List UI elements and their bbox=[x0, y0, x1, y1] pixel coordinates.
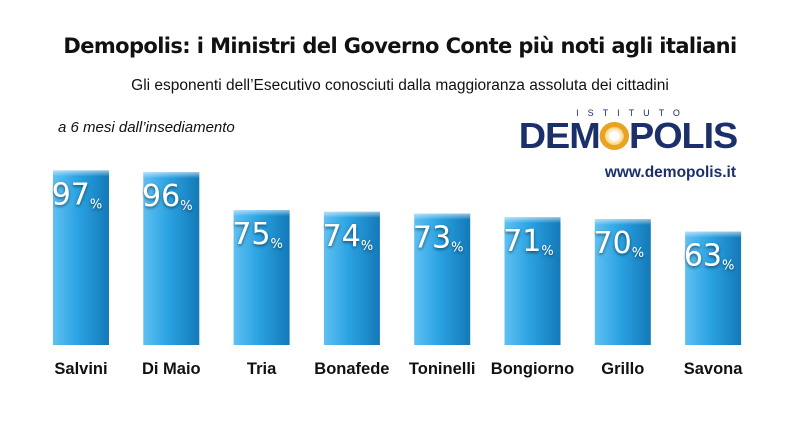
category-label: Bongiorno bbox=[491, 360, 574, 378]
demopolis-logo: ISTITUTO DEM POLIS bbox=[519, 108, 738, 154]
bar-grillo bbox=[594, 219, 651, 345]
bar-top-highlight bbox=[143, 172, 200, 179]
bar-value-label: 74% bbox=[323, 219, 374, 254]
category-label: Savona bbox=[684, 360, 744, 378]
bar-bongiorno bbox=[504, 217, 561, 345]
category-label: Tria bbox=[247, 360, 277, 378]
bar-di-maio bbox=[143, 172, 200, 345]
category-label: Di Maio bbox=[142, 360, 201, 378]
bar-salvini bbox=[53, 170, 109, 345]
bar-value-label: 63% bbox=[684, 239, 735, 274]
category-label: Grillo bbox=[601, 360, 644, 378]
bar-top-highlight bbox=[414, 213, 471, 220]
chart-subtitle: Gli esponenti dell’Esecutivo conosciuti … bbox=[131, 77, 669, 94]
logo-wordmark: DEM POLIS bbox=[517, 118, 740, 154]
chart-title: Demopolis: i Ministri del Governo Conte … bbox=[63, 34, 737, 58]
sun-icon bbox=[599, 122, 630, 150]
bar-toninelli bbox=[414, 213, 471, 345]
website-url: www.demopolis.it bbox=[604, 164, 736, 181]
category-label: Salvini bbox=[54, 360, 107, 378]
bar-top-highlight bbox=[685, 231, 742, 238]
logo-wordmark-left: DEM bbox=[518, 115, 601, 156]
logo-istituto-text: ISTITUTO bbox=[576, 108, 689, 118]
bar-top-highlight bbox=[504, 217, 561, 224]
logo-wordmark-right: POLIS bbox=[629, 115, 738, 156]
category-label: Bonafede bbox=[314, 360, 389, 378]
category-label: Toninelli bbox=[409, 360, 476, 378]
bar-savona bbox=[685, 231, 742, 345]
bar-value-label: 70% bbox=[594, 226, 645, 261]
bar-tria bbox=[233, 210, 290, 345]
chart-note: a 6 mesi dall’insediamento bbox=[58, 119, 235, 136]
bar-value-label: 97% bbox=[52, 177, 103, 212]
bar-value-label: 96% bbox=[142, 179, 193, 214]
bar-top-highlight bbox=[53, 170, 109, 177]
bar-top-highlight bbox=[323, 211, 380, 218]
bar-value-label: 73% bbox=[413, 221, 464, 256]
bar-top-highlight bbox=[594, 219, 651, 225]
bar-bonafede bbox=[323, 211, 380, 345]
bar-value-label: 75% bbox=[232, 217, 283, 252]
bar-top-highlight bbox=[233, 210, 290, 216]
bar-value-label: 71% bbox=[503, 224, 554, 259]
